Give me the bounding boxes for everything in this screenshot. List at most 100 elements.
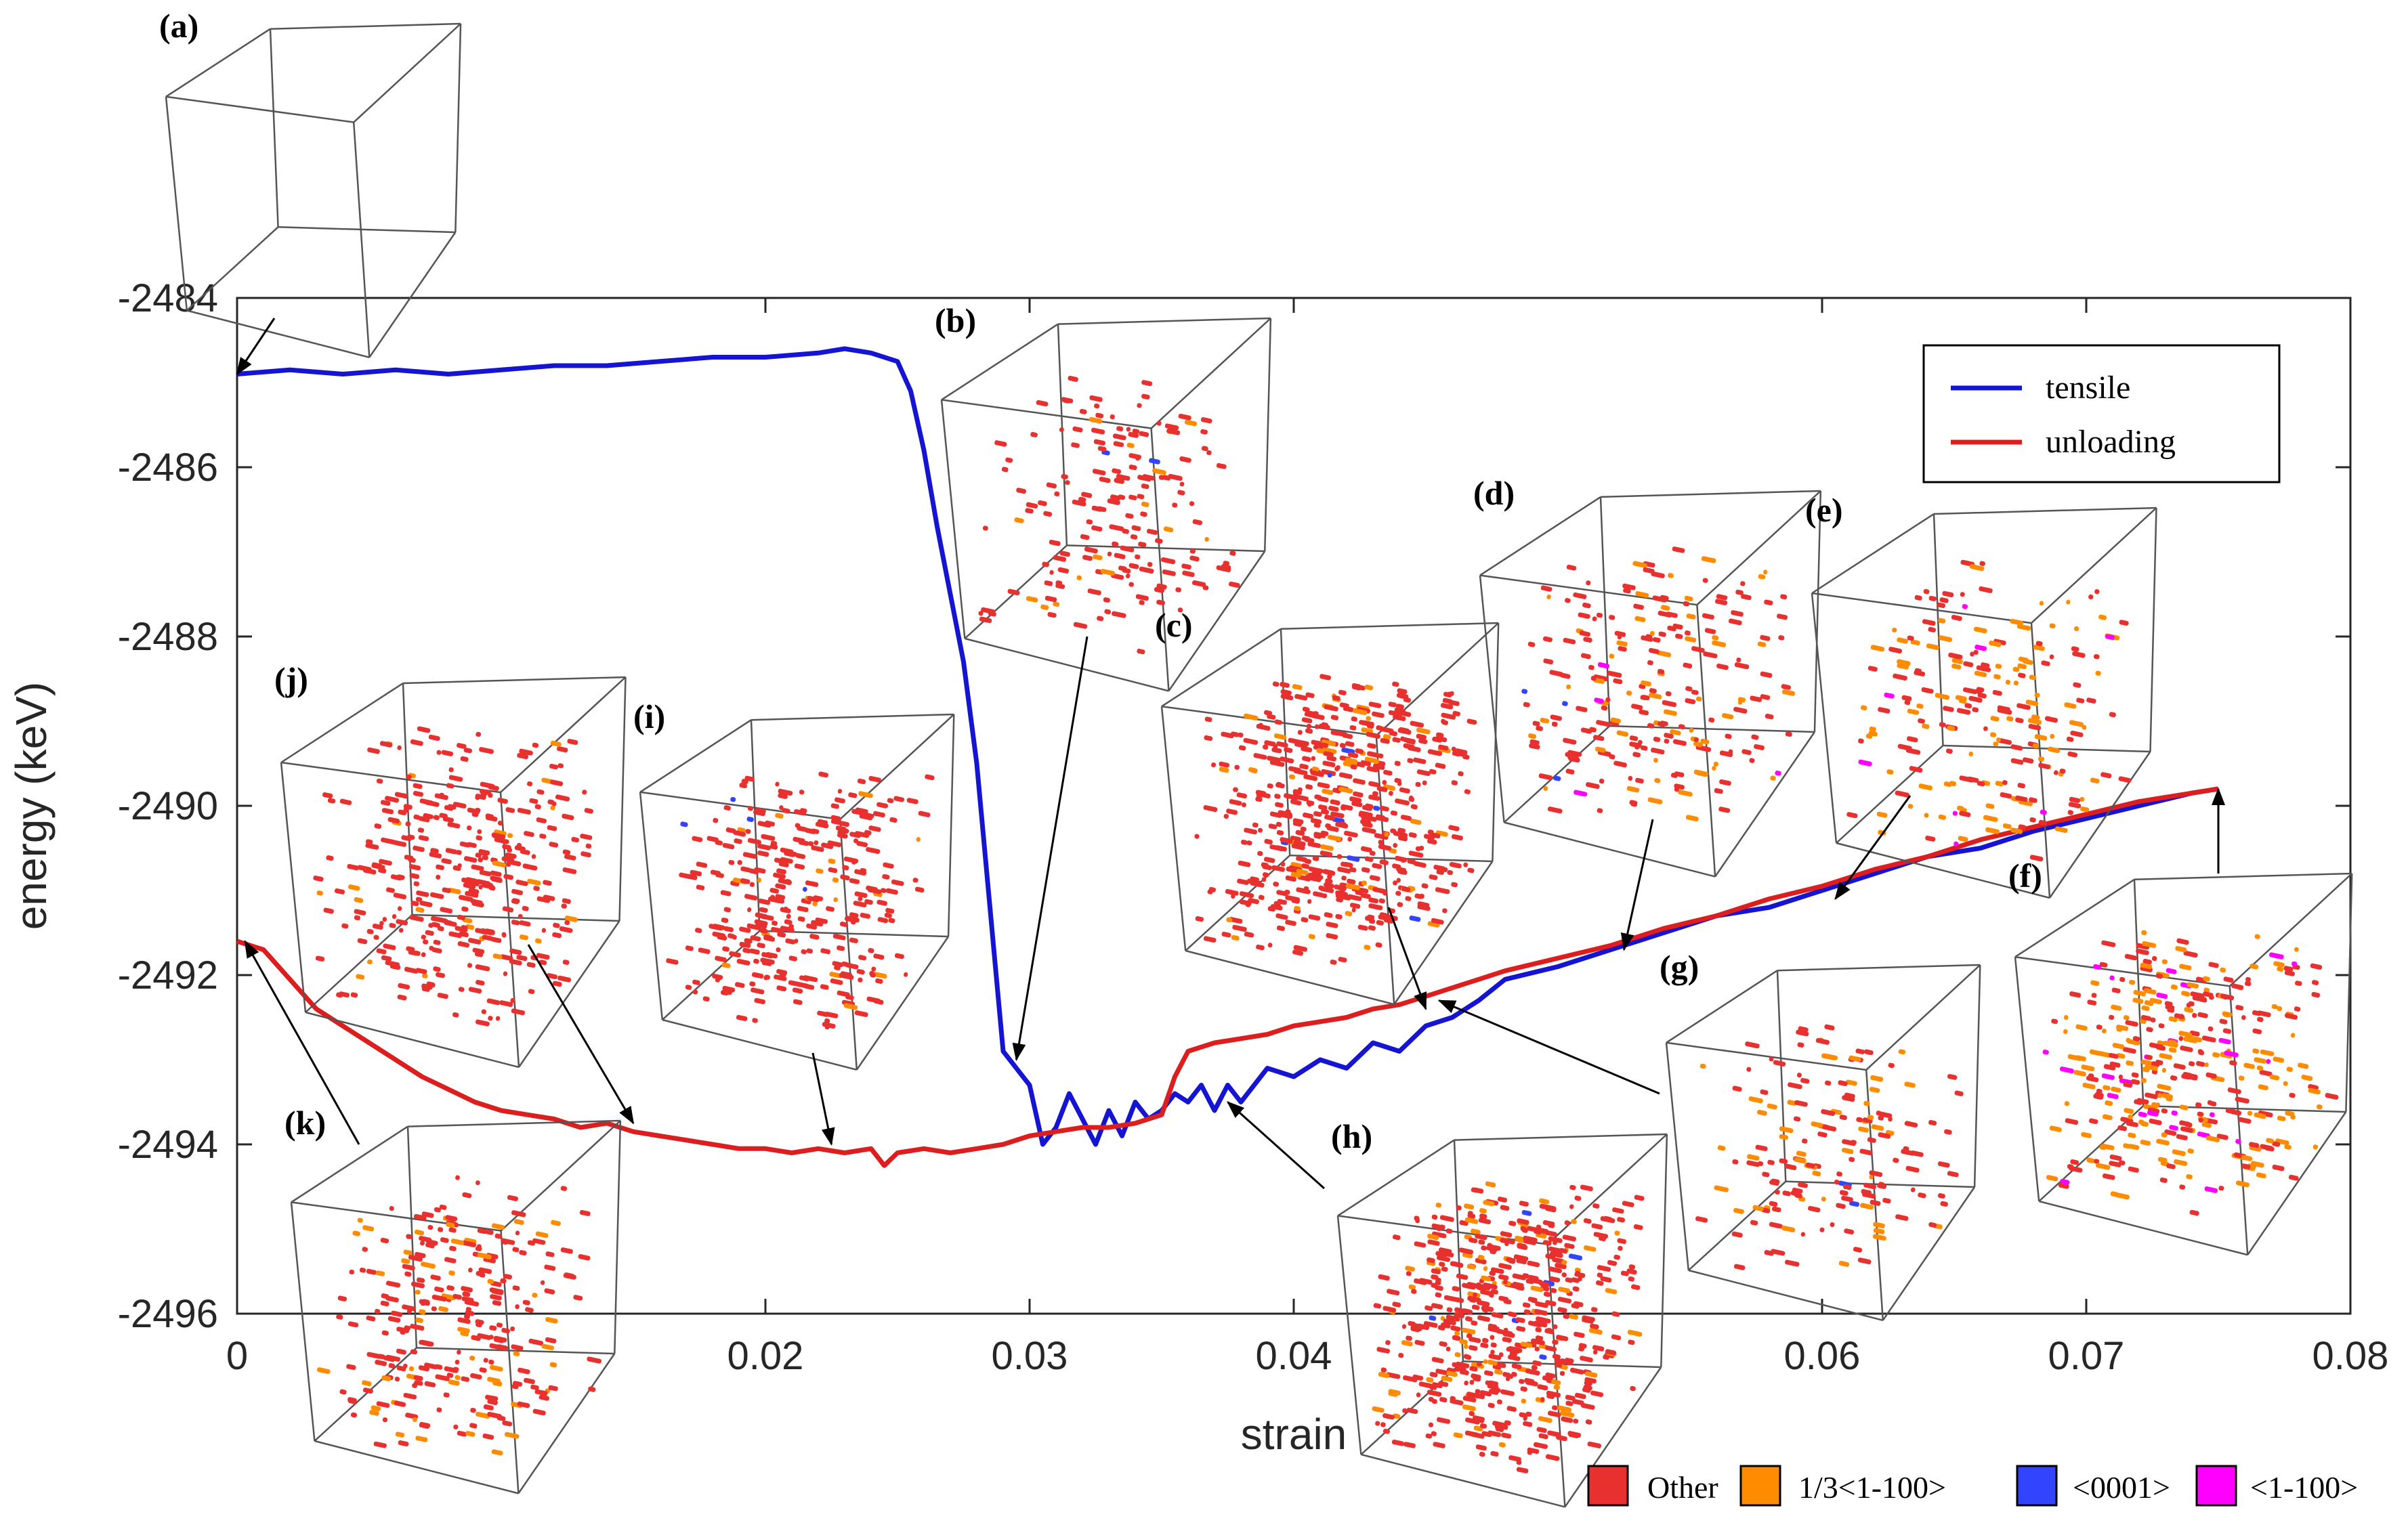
defect-atom bbox=[1648, 647, 1660, 654]
cube-edge bbox=[639, 792, 664, 1020]
defect-atom bbox=[1140, 511, 1147, 517]
defect-atom bbox=[1733, 706, 1748, 714]
defect-atom bbox=[1898, 1049, 1906, 1055]
defect-atom bbox=[1322, 760, 1336, 768]
defect-atom bbox=[1429, 1371, 1438, 1378]
defect-atom bbox=[729, 951, 741, 958]
legend-label-partial: 1/3<1-100> bbox=[1798, 1470, 1946, 1505]
defect-atom bbox=[1643, 567, 1655, 574]
defect-atom bbox=[1264, 740, 1276, 747]
defect-atom bbox=[1856, 1117, 1863, 1123]
defect-atom bbox=[1427, 1257, 1435, 1264]
defect-atom bbox=[1397, 693, 1408, 699]
defect-atom bbox=[1771, 1249, 1786, 1256]
defect-atom bbox=[1616, 640, 1628, 647]
defect-atom bbox=[2040, 809, 2047, 815]
defect-atom bbox=[1349, 796, 1362, 803]
defect-atom bbox=[2070, 1159, 2079, 1165]
defect-atom bbox=[1973, 626, 1987, 634]
defect-atom bbox=[1312, 766, 1319, 772]
defect-atom bbox=[797, 916, 805, 922]
defect-atom bbox=[2254, 1112, 2266, 1119]
defect-atom bbox=[1087, 588, 1101, 596]
defect-atom bbox=[1431, 918, 1444, 925]
defect-atom bbox=[2249, 964, 2259, 970]
defect-atom bbox=[1399, 787, 1410, 794]
defect-atom bbox=[1397, 728, 1412, 735]
defect-atom bbox=[2060, 1178, 2070, 1185]
defect-atom bbox=[1491, 1312, 1504, 1319]
inset-label: (b) bbox=[935, 301, 976, 339]
defect-atom bbox=[1296, 871, 1302, 878]
defect-atom bbox=[1307, 899, 1312, 904]
defect-atom bbox=[1413, 757, 1427, 764]
defect-atom bbox=[1802, 1138, 1808, 1144]
defect-atom bbox=[759, 928, 768, 934]
defect-atom bbox=[2141, 930, 2147, 936]
defect-atom bbox=[1627, 1329, 1643, 1337]
defect-atom bbox=[2203, 976, 2210, 982]
defect-atom bbox=[1576, 706, 1588, 712]
defect-atom bbox=[1321, 739, 1336, 747]
defect-atom bbox=[1735, 589, 1744, 595]
defect-atom bbox=[1501, 1329, 1513, 1337]
defect-atom bbox=[1367, 751, 1380, 758]
defect-atom bbox=[2124, 1108, 2134, 1114]
defect-atom bbox=[2164, 1129, 2177, 1136]
defect-atom bbox=[1628, 1339, 1635, 1345]
defect-atom bbox=[1335, 913, 1343, 920]
defect-atom bbox=[1475, 1233, 1487, 1241]
defect-atom bbox=[1462, 754, 1470, 760]
defect-atom bbox=[2035, 641, 2043, 647]
defect-atom bbox=[1490, 1249, 1496, 1255]
defect-atom bbox=[1053, 601, 1060, 607]
defect-atom bbox=[1431, 1268, 1441, 1274]
defect-atom bbox=[1483, 1359, 1488, 1364]
cube-edge bbox=[1280, 622, 1499, 630]
defect-atom bbox=[1708, 717, 1715, 723]
defect-atom bbox=[1408, 746, 1421, 752]
defect-atom bbox=[775, 781, 780, 787]
cube-edge bbox=[353, 23, 461, 123]
defect-atom bbox=[1752, 1205, 1764, 1211]
defect-atom bbox=[1548, 1236, 1563, 1243]
cube-edge bbox=[839, 714, 955, 820]
defect-atom bbox=[1139, 600, 1145, 605]
defect-atom bbox=[1693, 737, 1699, 742]
defect-atom bbox=[775, 894, 786, 901]
defect-atom bbox=[1447, 869, 1454, 876]
defect-atom bbox=[1146, 528, 1158, 535]
defect-atom bbox=[1712, 634, 1719, 641]
defect-atom bbox=[755, 922, 767, 929]
defect-atom bbox=[1327, 874, 1332, 880]
defect-atom bbox=[2208, 1026, 2214, 1032]
defect-atom bbox=[2187, 1148, 2194, 1154]
defect-atom bbox=[1376, 815, 1389, 823]
defect-atom bbox=[1156, 421, 1162, 426]
defect-atom bbox=[1120, 545, 1135, 553]
defect-atom bbox=[1339, 743, 1346, 748]
defect-atom bbox=[2219, 1018, 2228, 1025]
defect-atom bbox=[1443, 1318, 1456, 1326]
cube-edge bbox=[2038, 1200, 2248, 1256]
defect-atom bbox=[1005, 457, 1013, 463]
defect-atom bbox=[1590, 676, 1597, 681]
defect-atom bbox=[1305, 728, 1313, 734]
inset-label: (j) bbox=[274, 660, 308, 698]
defect-atom bbox=[1547, 806, 1563, 814]
defect-atom bbox=[1539, 1354, 1547, 1360]
defect-atom bbox=[1272, 681, 1280, 687]
defect-atom bbox=[1156, 599, 1166, 606]
defect-atom bbox=[2101, 940, 2116, 947]
defect-atom bbox=[2283, 966, 2294, 972]
cube-edge bbox=[1546, 1134, 1668, 1245]
defect-atom bbox=[1280, 861, 1286, 867]
defect-atom bbox=[2291, 961, 2298, 967]
defect-atom bbox=[1429, 832, 1441, 839]
defect-atom bbox=[801, 949, 807, 955]
defect-atom bbox=[1097, 616, 1104, 622]
defect-atom bbox=[1552, 1324, 1558, 1329]
defect-atom bbox=[1231, 934, 1240, 941]
defect-atom bbox=[2166, 1163, 2176, 1169]
defect-atom bbox=[1858, 1126, 1870, 1133]
